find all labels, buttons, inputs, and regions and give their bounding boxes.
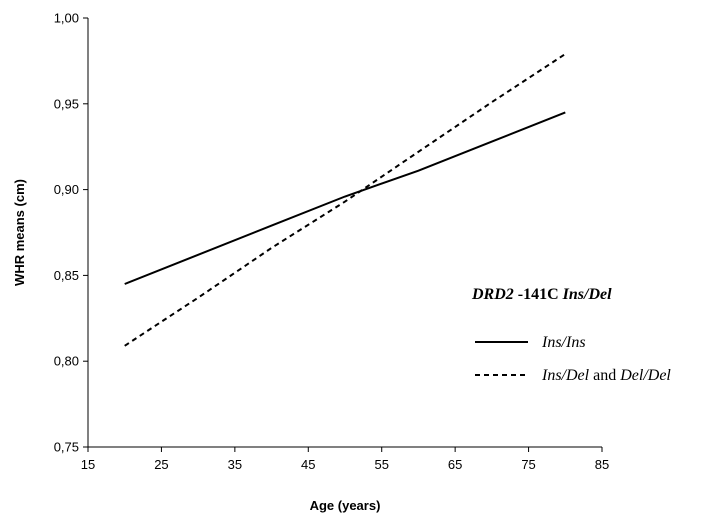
y-axis-title: WHR means (cm) bbox=[12, 179, 27, 286]
series-line-0 bbox=[124, 111, 566, 285]
y-tick-label: 0,80 bbox=[54, 354, 79, 369]
x-tick-label: 35 bbox=[228, 457, 242, 472]
x-tick-label: 45 bbox=[301, 457, 315, 472]
axes: 0,75 0,80 0,85 0,90 0,95 1,00 15 25 35 45 55 65 75 85 bbox=[54, 11, 610, 473]
legend-label-0: Ins/Ins bbox=[541, 334, 586, 351]
legend-label-1: Ins/Del and Del/Del bbox=[541, 367, 671, 384]
legend: DRD2 -141C Ins/Del Ins/Ins Ins/Del and Del… bbox=[471, 286, 671, 384]
x-tick-label: 25 bbox=[154, 457, 168, 472]
y-tick-label: 0,90 bbox=[54, 182, 79, 197]
x-axis-title: Age (years) bbox=[310, 498, 381, 513]
legend-title: DRD2 -141C Ins/Del bbox=[471, 286, 612, 303]
x-tick-label: 55 bbox=[374, 457, 388, 472]
x-tick-label: 15 bbox=[81, 457, 95, 472]
x-tick-label: 75 bbox=[521, 457, 535, 472]
series-line-1 bbox=[124, 53, 566, 347]
y-tick-label: 0,75 bbox=[54, 440, 79, 455]
plot-lines bbox=[124, 53, 566, 347]
x-tick-label: 65 bbox=[448, 457, 462, 472]
y-tick-label: 1,00 bbox=[54, 11, 79, 26]
y-tick-label: 0,95 bbox=[54, 96, 79, 111]
y-tick-label: 0,85 bbox=[54, 268, 79, 283]
x-tick-label: 85 bbox=[595, 457, 609, 472]
